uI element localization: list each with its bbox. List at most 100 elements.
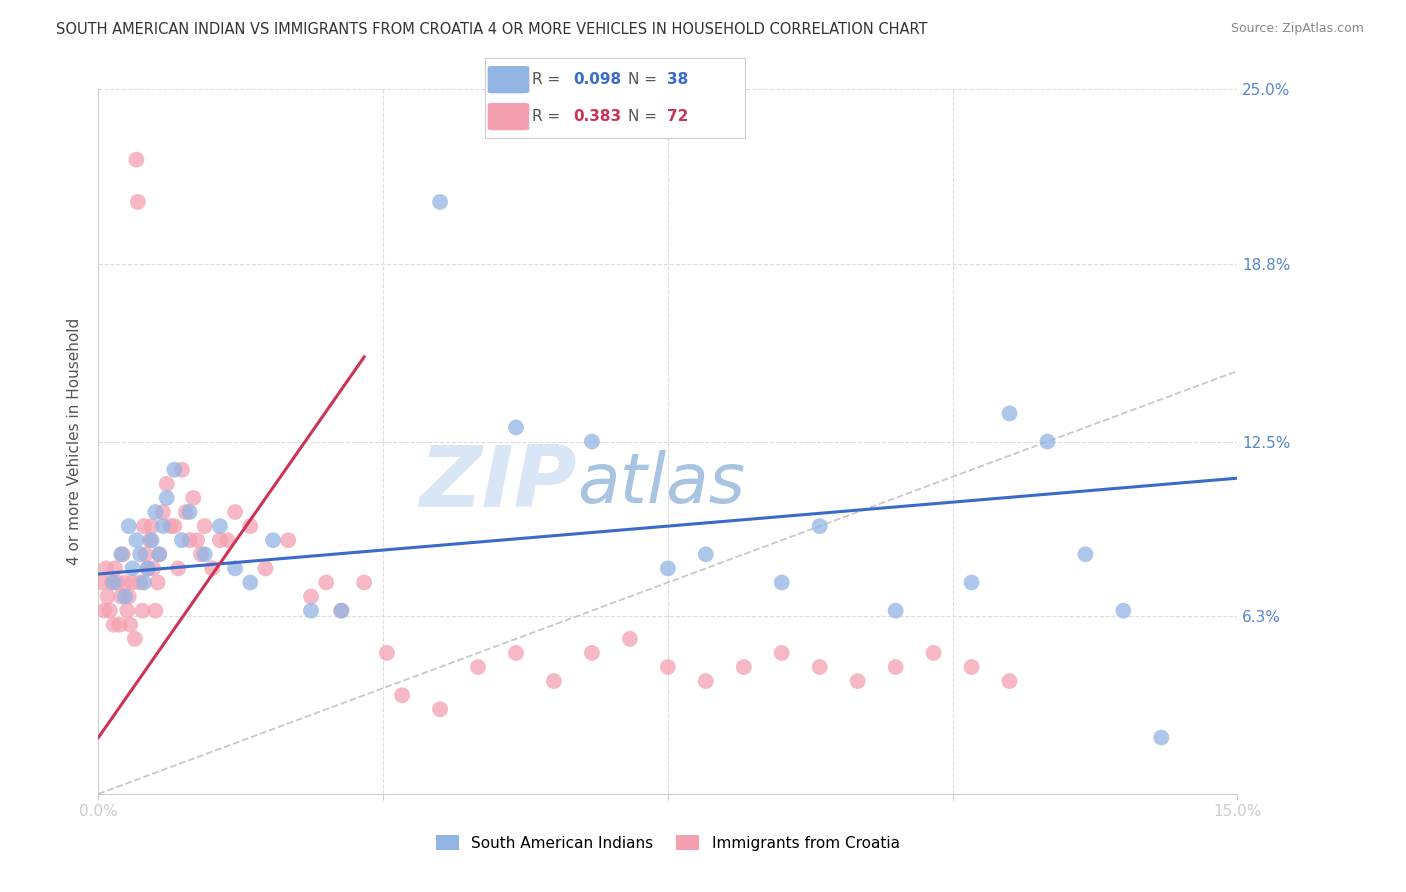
- Point: [254, 561, 277, 575]
- Point: [152, 505, 174, 519]
- Point: [998, 406, 1021, 420]
- Point: [167, 561, 190, 575]
- Point: [619, 632, 641, 646]
- Point: [695, 547, 717, 561]
- Point: [998, 674, 1021, 689]
- Point: [315, 575, 337, 590]
- Point: [1150, 731, 1173, 745]
- Point: [884, 660, 907, 674]
- Point: [91, 575, 114, 590]
- Point: [846, 674, 869, 689]
- Point: [94, 561, 117, 575]
- Point: [156, 491, 179, 505]
- Point: [581, 434, 603, 449]
- Point: [174, 505, 197, 519]
- Point: [125, 153, 148, 167]
- Text: N =: N =: [628, 109, 662, 124]
- Point: [922, 646, 945, 660]
- Point: [101, 575, 124, 590]
- Point: [330, 604, 353, 618]
- Point: [148, 547, 170, 561]
- Point: [163, 519, 186, 533]
- Point: [201, 561, 224, 575]
- Point: [142, 561, 165, 575]
- Point: [103, 575, 125, 590]
- Point: [391, 688, 413, 702]
- Point: [884, 604, 907, 618]
- Point: [156, 476, 179, 491]
- Point: [429, 194, 451, 209]
- Point: [132, 575, 155, 590]
- Point: [139, 533, 162, 548]
- Point: [110, 547, 132, 561]
- Point: [543, 674, 565, 689]
- Point: [299, 604, 322, 618]
- Point: [93, 604, 115, 618]
- Point: [179, 533, 201, 548]
- Point: [277, 533, 299, 548]
- Point: [107, 575, 129, 590]
- Point: [98, 604, 121, 618]
- Point: [110, 590, 132, 604]
- Point: [103, 617, 125, 632]
- Point: [104, 561, 127, 575]
- Y-axis label: 4 or more Vehicles in Household: 4 or more Vehicles in Household: [67, 318, 83, 566]
- Point: [770, 575, 793, 590]
- Point: [299, 590, 322, 604]
- Point: [733, 660, 755, 674]
- Text: 0.098: 0.098: [574, 72, 621, 87]
- Point: [108, 617, 131, 632]
- Point: [141, 519, 163, 533]
- Point: [808, 519, 831, 533]
- Point: [129, 547, 152, 561]
- Point: [148, 547, 170, 561]
- Text: 0.383: 0.383: [574, 109, 621, 124]
- Point: [1036, 434, 1059, 449]
- Point: [224, 505, 246, 519]
- Point: [111, 547, 134, 561]
- Point: [163, 463, 186, 477]
- Point: [657, 561, 679, 575]
- Point: [121, 575, 143, 590]
- Point: [131, 604, 153, 618]
- Point: [190, 547, 212, 561]
- Text: R =: R =: [531, 109, 565, 124]
- Point: [117, 604, 139, 618]
- FancyBboxPatch shape: [488, 66, 529, 94]
- Point: [429, 702, 451, 716]
- Text: Source: ZipAtlas.com: Source: ZipAtlas.com: [1230, 22, 1364, 36]
- Point: [183, 491, 205, 505]
- Text: 72: 72: [668, 109, 689, 124]
- Point: [194, 547, 217, 561]
- Point: [129, 575, 152, 590]
- Point: [134, 547, 156, 561]
- Point: [118, 590, 141, 604]
- Point: [132, 519, 155, 533]
- Point: [217, 533, 239, 548]
- Point: [170, 533, 193, 548]
- Point: [239, 519, 262, 533]
- Point: [657, 660, 679, 674]
- Point: [808, 660, 831, 674]
- Point: [121, 561, 143, 575]
- Point: [208, 533, 231, 548]
- Point: [467, 660, 489, 674]
- Point: [120, 617, 142, 632]
- Point: [125, 533, 148, 548]
- Text: ZIP: ZIP: [419, 442, 576, 525]
- Point: [159, 519, 181, 533]
- Point: [695, 674, 717, 689]
- Point: [262, 533, 284, 548]
- Point: [375, 646, 398, 660]
- Point: [114, 575, 136, 590]
- Text: R =: R =: [531, 72, 565, 87]
- Point: [145, 505, 167, 519]
- Text: SOUTH AMERICAN INDIAN VS IMMIGRANTS FROM CROATIA 4 OR MORE VEHICLES IN HOUSEHOLD: SOUTH AMERICAN INDIAN VS IMMIGRANTS FROM…: [56, 22, 928, 37]
- Point: [224, 561, 246, 575]
- FancyBboxPatch shape: [488, 103, 529, 130]
- Point: [118, 519, 141, 533]
- Text: 38: 38: [668, 72, 689, 87]
- Point: [505, 646, 527, 660]
- Point: [330, 604, 353, 618]
- Point: [136, 561, 159, 575]
